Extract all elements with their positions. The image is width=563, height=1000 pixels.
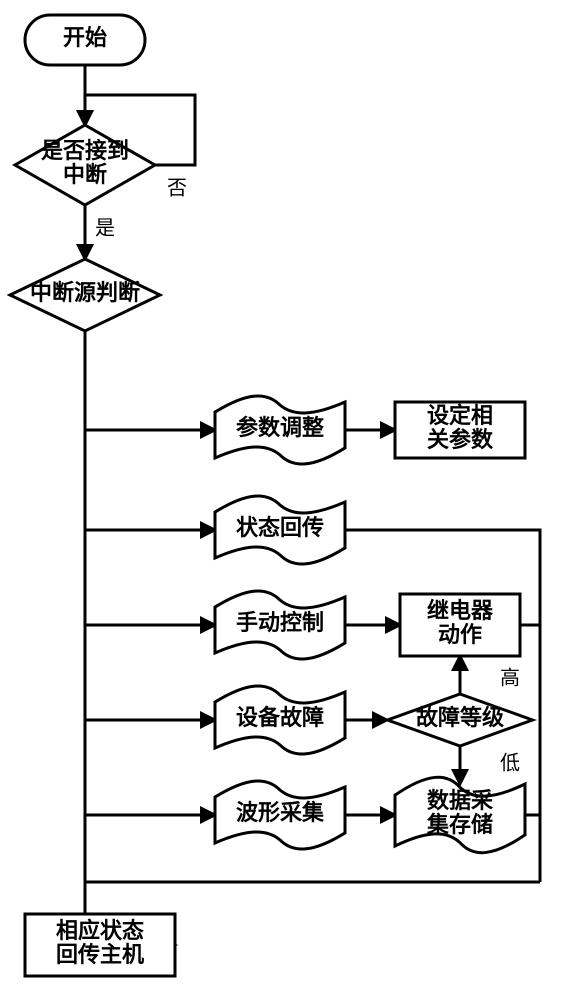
node-label-start: 开始 xyxy=(63,25,107,50)
node-status_to_host: 相应状态回传主机 xyxy=(25,914,175,976)
node-interrupt_src: 中断源判断 xyxy=(10,259,160,331)
node-data_store: 数据采集存储 xyxy=(395,777,525,852)
node-manual_ctrl: 手动控制 xyxy=(215,591,345,659)
node-label-interrupt_src: 中断源判断 xyxy=(30,280,140,305)
e-level-low-label: 低 xyxy=(500,752,520,775)
e-recv-yes-src-label: 是 xyxy=(95,218,115,240)
node-label-status_to_host: 相应状态回传主机 xyxy=(56,918,144,967)
node-waveform: 波形采集 xyxy=(215,781,345,849)
e-level-high-label: 高 xyxy=(500,667,520,690)
node-start: 开始 xyxy=(25,15,145,65)
node-fault_level: 故障等级 xyxy=(388,694,533,746)
node-interrupt_recv: 是否接到中断 xyxy=(15,125,155,205)
node-set_params: 设定相关参数 xyxy=(395,402,525,458)
node-device_fault: 设备故障 xyxy=(215,686,345,754)
node-label-fault_level: 故障等级 xyxy=(416,705,504,730)
node-param_adjust: 参数调整 xyxy=(215,396,345,464)
node-label-param_adjust: 参数调整 xyxy=(236,415,324,440)
node-label-data_store: 数据采集存储 xyxy=(426,788,493,837)
node-label-device_fault: 设备故障 xyxy=(236,705,324,730)
node-label-status_return: 状态回传 xyxy=(236,515,324,540)
node-relay_action: 继电器动作 xyxy=(400,594,520,656)
node-status_return: 状态回传 xyxy=(215,496,345,564)
node-label-waveform: 波形采集 xyxy=(236,800,325,825)
node-label-manual_ctrl: 手动控制 xyxy=(236,610,324,635)
node-label-set_params: 设定相关参数 xyxy=(427,403,494,452)
e-recv-no-loop-label: 否 xyxy=(167,178,187,200)
